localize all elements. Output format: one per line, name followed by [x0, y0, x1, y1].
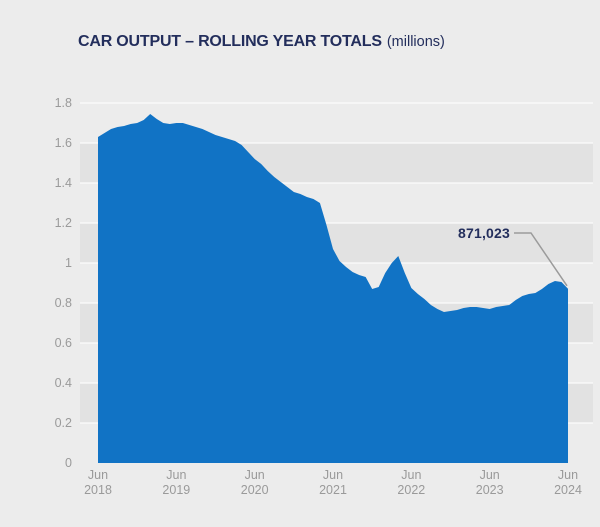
- x-axis-label-year: 2018: [84, 483, 112, 497]
- y-axis-label: 1.6: [54, 136, 72, 150]
- latest-value-annotation: 871,023: [457, 225, 510, 241]
- x-axis-label: Jun 2018: [68, 468, 128, 498]
- x-axis-label-year: 2021: [319, 483, 347, 497]
- x-axis-label-year: 2024: [554, 483, 582, 497]
- y-axis-label: 0.4: [54, 376, 72, 390]
- x-axis-label-month: Jun: [479, 468, 500, 482]
- x-axis-label-month: Jun: [401, 468, 422, 482]
- y-axis-label: 1.4: [54, 176, 72, 190]
- x-axis-label-year: 2023: [475, 483, 504, 497]
- area-series: [98, 114, 568, 463]
- x-axis-label-year: 2020: [240, 483, 269, 497]
- chart-title-main: CAR OUTPUT – ROLLING YEAR TOTALS: [78, 33, 382, 50]
- x-axis-label-month: Jun: [166, 468, 187, 482]
- x-axis-label-month: Jun: [244, 468, 265, 482]
- chart-title: CAR OUTPUT – ROLLING YEAR TOTALS (million…: [78, 33, 445, 51]
- x-axis-label-month: Jun: [87, 468, 109, 482]
- y-axis-label: 0.2: [54, 416, 72, 430]
- x-axis-label: Jun 2021: [303, 468, 363, 498]
- x-axis-label: Jun 2022: [381, 468, 441, 498]
- y-axis-label: 0: [65, 456, 72, 470]
- x-axis-label: Jun 2024: [538, 468, 598, 498]
- x-axis-label: Jun 2020: [225, 468, 285, 498]
- chart-title-unit: (millions): [386, 34, 445, 50]
- y-axis-label: 1.2: [54, 216, 72, 230]
- y-axis-label: 0.8: [54, 296, 72, 310]
- x-axis-label: Jun 2019: [146, 468, 206, 498]
- y-axis-label: 1: [65, 256, 72, 270]
- x-axis-label-month: Jun: [322, 468, 344, 482]
- x-axis-label-year: 2022: [397, 483, 426, 497]
- x-axis-label: Jun 2023: [460, 468, 520, 498]
- callout-line: [514, 232, 568, 287]
- x-axis-label-month: Jun: [557, 468, 579, 482]
- y-axis-label: 1.8: [54, 96, 72, 110]
- y-axis-label: 0.6: [54, 336, 72, 350]
- x-axis-label-year: 2019: [162, 483, 191, 497]
